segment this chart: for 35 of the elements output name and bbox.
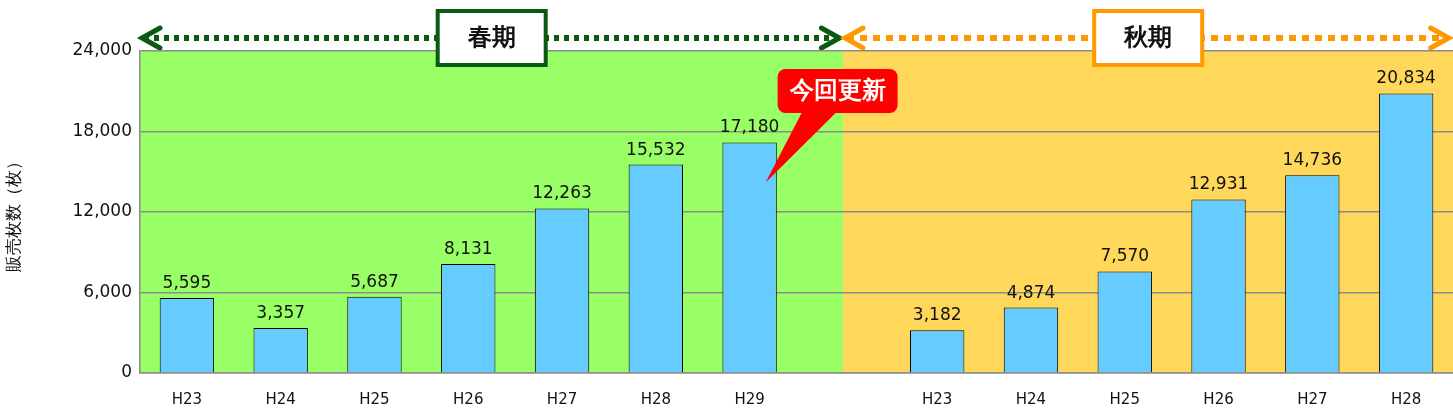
y-tick-label: 6,000 xyxy=(83,280,132,301)
x-tick-label: H24 xyxy=(1015,389,1047,408)
x-tick-label: H25 xyxy=(359,389,390,408)
data-label: 17,180 xyxy=(719,116,780,137)
data-label: 5,595 xyxy=(162,271,212,292)
x-tick-label: H26 xyxy=(453,389,484,408)
x-tick-label: H23 xyxy=(171,389,203,408)
data-label: 20,834 xyxy=(1376,67,1436,88)
x-tick-label: H26 xyxy=(1203,389,1234,408)
data-label: 12,263 xyxy=(532,182,592,203)
y-tick-label: 12,000 xyxy=(72,200,132,221)
x-tick-label: H23 xyxy=(921,389,953,408)
x-tick-label: H28 xyxy=(1390,389,1422,408)
x-tick-label: H28 xyxy=(640,389,672,408)
data-label: 8,131 xyxy=(443,237,493,258)
annotation: 今回更新 xyxy=(788,76,886,105)
annotation: 秋期 xyxy=(1123,23,1173,52)
y-axis-title: 販売枚数（枚） xyxy=(2,152,23,272)
data-label: 3,182 xyxy=(912,304,962,325)
x-tick-label: H27 xyxy=(1297,389,1328,408)
x-tick-label: H29 xyxy=(734,389,765,408)
data-label: 14,736 xyxy=(1282,149,1343,170)
data-label: 7,570 xyxy=(1100,245,1150,266)
data-label: 12,931 xyxy=(1188,173,1249,194)
data-label: 3,357 xyxy=(256,301,306,322)
x-tick-label: H24 xyxy=(265,389,296,408)
y-tick-label: 18,000 xyxy=(72,119,132,140)
y-tick-label: 0 xyxy=(121,361,132,382)
data-label: 5,687 xyxy=(350,270,399,291)
annotation: 春期 xyxy=(466,23,516,52)
data-label: 4,874 xyxy=(1006,281,1056,302)
x-tick-label: H27 xyxy=(546,389,578,408)
data-label: 15,532 xyxy=(626,138,686,159)
y-tick-label: 24,000 xyxy=(72,39,132,60)
x-tick-label: H25 xyxy=(1109,389,1140,408)
